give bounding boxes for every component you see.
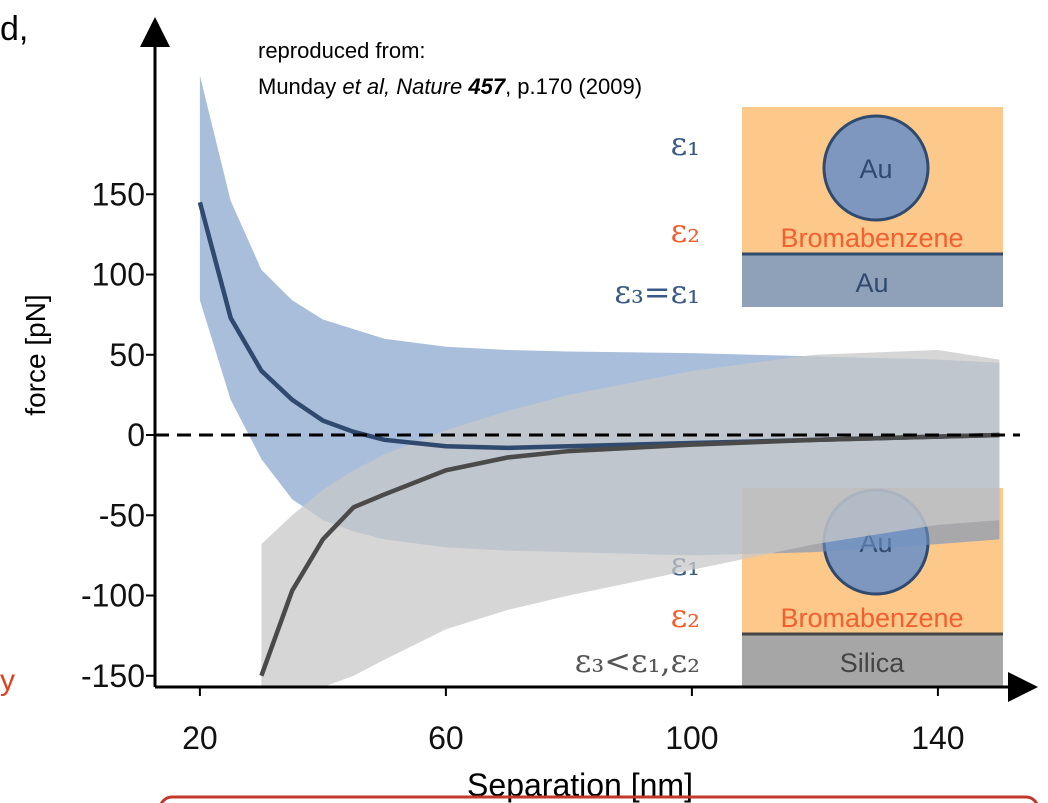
inset-top: Au Bromabenzene Au [742,107,1003,307]
y-tick-label: -50 [99,497,145,533]
inset-label: Bromabenzene [780,223,963,253]
reference: reproduced from: [258,38,426,63]
y-tick-label: -100 [81,578,145,614]
y-tick-label: 100 [92,257,145,293]
reference: Munday et al, Nature 457, p.170 (2009) [258,74,642,99]
inset-label: Au [859,154,892,184]
inset-label: Au [855,268,888,298]
y-tick-label: -150 [81,658,145,694]
x-tick-label: 140 [911,720,964,756]
epsilon-label: ε₃=ε₁ [614,273,700,311]
plot-area: 150 100 50 0 -50 -100 -150 20 60 100 140 [81,17,1038,756]
x-tick-label: 60 [428,720,464,756]
x-tick-label: 20 [182,720,218,756]
y-tick-label: 0 [127,417,145,453]
y-tick-label: 150 [92,176,145,212]
epsilon-label: ε₂ [671,597,700,635]
reference-part: Munday [258,74,342,99]
reference-part: , p.170 (2009) [505,74,642,99]
line [259,432,1000,677]
y-axis-label: force [pN] [20,294,51,415]
inset-label: Bromabenzene [780,603,963,633]
epsilon-label: ε₂ [671,212,700,250]
epsilon-label: ε₃<ε₁,ε₂ [575,642,700,680]
fragment: d, [0,10,28,48]
reference-part: 457 [467,74,506,99]
fragment: y [0,664,15,697]
frame [159,795,1039,803]
y-tick-label: 50 [109,337,145,373]
epsilon-label: ε₁ [671,125,700,163]
x-tick-label: 100 [665,720,718,756]
reference-part: et al, Nature [342,74,468,99]
inset-label: Silica [840,648,906,678]
